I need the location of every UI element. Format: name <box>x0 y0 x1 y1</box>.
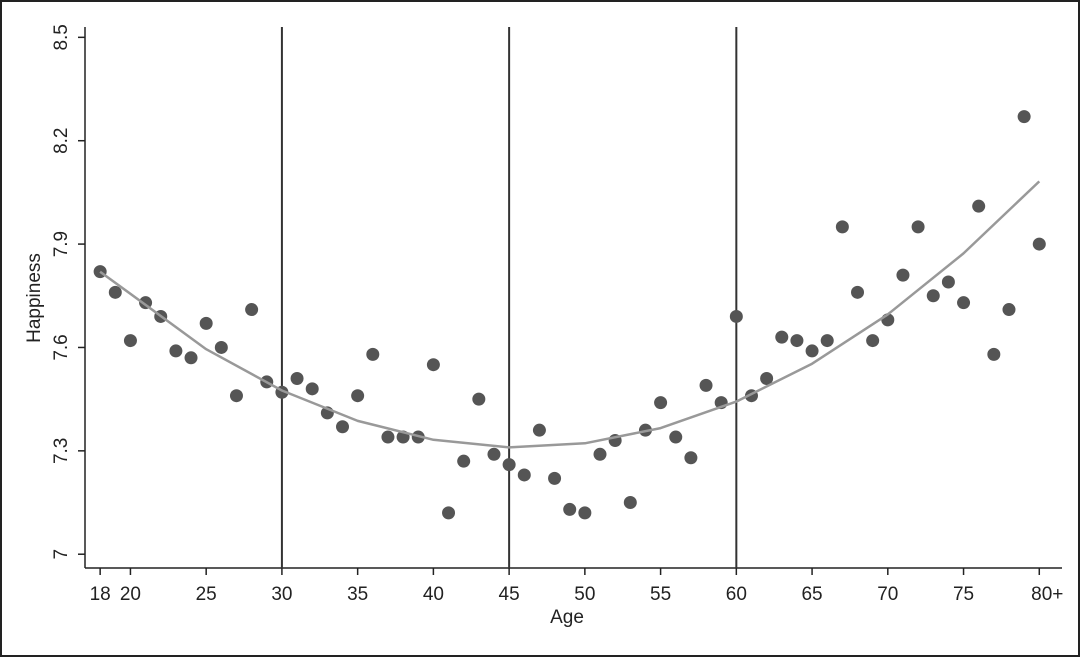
data-point <box>457 454 471 468</box>
data-point <box>336 420 350 434</box>
y-tick-label: 8.2 <box>51 128 72 154</box>
data-point <box>199 316 213 330</box>
data-point <box>532 423 546 437</box>
data-point <box>987 347 1001 361</box>
data-point <box>699 378 713 392</box>
data-point <box>729 309 743 323</box>
x-tick-label: 55 <box>650 584 671 605</box>
y-tick-label: 7.3 <box>51 438 72 464</box>
data-point <box>487 447 501 461</box>
x-tick-label: 65 <box>801 584 822 605</box>
y-axis-label: Happiness <box>24 253 45 343</box>
x-tick-label: 80+ <box>1031 584 1063 605</box>
data-point <box>866 334 880 348</box>
data-point <box>972 199 986 213</box>
data-point <box>245 303 259 317</box>
y-tick-label: 8.5 <box>51 24 72 50</box>
data-point <box>1032 237 1046 251</box>
x-tick-label: 35 <box>347 584 368 605</box>
data-point <box>957 296 971 310</box>
data-point <box>184 351 198 365</box>
data-point <box>123 334 137 348</box>
data-point <box>896 268 910 282</box>
data-point <box>578 506 592 520</box>
data-point <box>442 506 456 520</box>
data-point <box>1017 110 1031 124</box>
x-tick-label: 45 <box>499 584 520 605</box>
data-point <box>775 330 789 344</box>
y-tick-label: 7 <box>51 549 72 560</box>
data-point <box>517 468 531 482</box>
x-tick-label: 70 <box>877 584 898 605</box>
data-point <box>669 430 683 444</box>
data-point <box>472 392 486 406</box>
data-point <box>820 334 834 348</box>
y-tick-label: 7.6 <box>51 334 72 360</box>
x-tick-label: 18 <box>90 584 111 605</box>
data-point <box>623 496 637 510</box>
data-point <box>760 371 774 385</box>
data-point <box>381 430 395 444</box>
data-point <box>290 371 304 385</box>
data-point <box>911 220 925 234</box>
data-point <box>790 334 804 348</box>
data-point <box>108 285 122 299</box>
x-axis-label: Age <box>550 607 584 628</box>
x-tick-label: 40 <box>423 584 444 605</box>
data-point <box>654 396 668 410</box>
data-point <box>835 220 849 234</box>
data-point <box>502 458 516 472</box>
x-tick-label: 50 <box>574 584 595 605</box>
data-point <box>851 285 865 299</box>
x-tick-label: 20 <box>120 584 141 605</box>
data-point <box>169 344 183 358</box>
data-point <box>214 340 228 354</box>
data-point <box>593 447 607 461</box>
fit-line <box>99 180 1041 449</box>
data-point <box>563 502 577 516</box>
data-point <box>805 344 819 358</box>
data-point <box>426 358 440 372</box>
data-point <box>366 347 380 361</box>
x-tick-label: 60 <box>726 584 747 605</box>
data-point <box>926 289 940 303</box>
y-tick-label: 7.9 <box>51 231 72 257</box>
data-point <box>351 389 365 403</box>
data-point <box>684 451 698 465</box>
x-tick-label: 25 <box>196 584 217 605</box>
data-point <box>305 382 319 396</box>
data-point <box>1002 303 1016 317</box>
x-tick-label: 75 <box>953 584 974 605</box>
data-point <box>229 389 243 403</box>
data-point <box>941 275 955 289</box>
data-point <box>548 471 562 485</box>
x-tick-label: 30 <box>271 584 292 605</box>
